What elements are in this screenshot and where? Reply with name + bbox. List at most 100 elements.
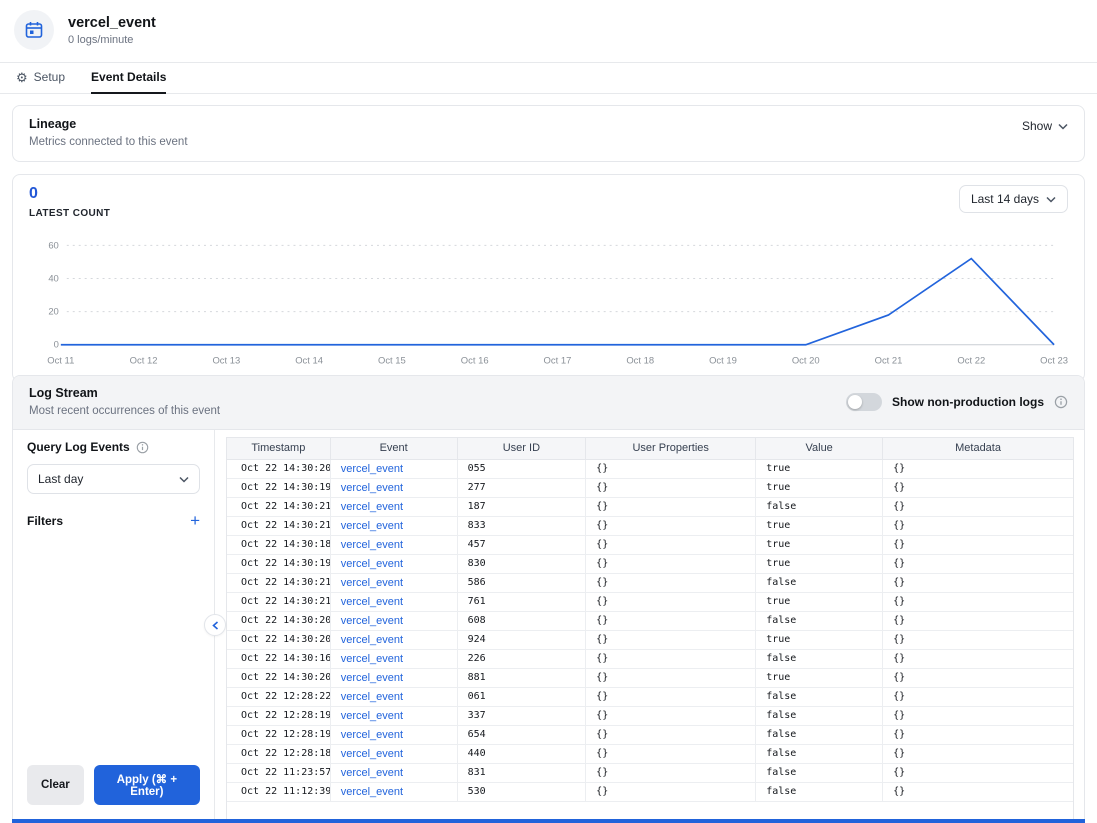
event-link[interactable]: vercel_event (340, 747, 404, 760)
gear-icon: ⚙ (16, 69, 28, 85)
cell-user-id: 457 (456, 535, 587, 555)
y-axis-tick-label: 20 (48, 307, 59, 318)
table-row: Oct 22 14:30:21 vercel_event 187{} false{} (227, 497, 1073, 517)
x-axis-tick-label: Oct 16 (461, 356, 489, 367)
cell-event: vercel_event (329, 706, 458, 726)
table-header-row: Timestamp Event User ID User Properties Valu… (227, 438, 1073, 460)
event-link[interactable]: vercel_event (340, 728, 404, 741)
cell-user-properties: {} (585, 706, 757, 726)
cell-user-properties: {} (585, 554, 757, 574)
tab-setup-label: Setup (33, 70, 66, 84)
cell-timestamp: Oct 22 14:30:20 (227, 459, 331, 479)
cell-user-properties: {} (585, 611, 757, 631)
query-panel-title: Query Log Events (27, 440, 130, 454)
filters-row: Filters + (27, 512, 200, 529)
cell-metadata: {} (882, 630, 1073, 650)
info-icon[interactable] (136, 441, 149, 454)
query-range-select[interactable]: Last day (27, 464, 200, 494)
cell-user-id: 337 (456, 706, 587, 726)
apply-button[interactable]: Apply (⌘ + Enter) (93, 765, 200, 805)
event-link[interactable]: vercel_event (340, 519, 404, 532)
event-count-line-chart: 0 20 40 60 Oct 11 Oct 12 Oct 13 Oct 14 Oct 15 Oct… (47, 240, 1068, 367)
logs-per-minute: 0 logs/minute (68, 33, 134, 46)
tab-setup[interactable]: ⚙ Setup (16, 70, 65, 93)
table-row: Oct 22 14:30:19 vercel_event 830{} true{} (227, 554, 1073, 574)
add-filter-button[interactable]: + (190, 511, 200, 530)
event-link[interactable]: vercel_event (340, 709, 404, 722)
log-table: Timestamp Event User ID User Properties Valu… (227, 438, 1073, 802)
cell-metadata: {} (882, 744, 1073, 764)
event-link[interactable]: vercel_event (340, 652, 404, 665)
cell-timestamp: Oct 22 14:30:21 (227, 573, 331, 593)
event-link[interactable]: vercel_event (340, 576, 404, 589)
event-link[interactable]: vercel_event (340, 690, 404, 703)
event-link[interactable]: vercel_event (340, 538, 404, 551)
cell-user-properties: {} (585, 573, 757, 593)
chevron-down-icon (179, 476, 189, 483)
cell-value: false (755, 725, 884, 745)
cell-value: false (755, 763, 884, 783)
column-header-timestamp: Timestamp (227, 438, 331, 460)
cell-value: false (755, 573, 884, 593)
table-row: Oct 22 14:30:20 vercel_event 608{} false{} (227, 611, 1073, 631)
collapse-panel-button[interactable] (204, 614, 226, 636)
calendar-event-icon (25, 22, 43, 38)
cell-value: true (755, 668, 884, 688)
cell-event: vercel_event (329, 668, 458, 688)
cell-event: vercel_event (329, 478, 458, 498)
cell-metadata: {} (882, 554, 1073, 574)
cell-value: true (755, 630, 884, 650)
filters-label: Filters (27, 513, 64, 528)
date-range-selector[interactable]: Last 14 days (958, 185, 1068, 213)
cell-value: false (755, 744, 884, 764)
cell-metadata: {} (882, 706, 1073, 726)
event-link[interactable]: vercel_event (340, 633, 404, 646)
show-non-production-toggle[interactable] (846, 392, 883, 411)
event-link[interactable]: vercel_event (340, 595, 404, 608)
cell-user-id: 831 (456, 763, 587, 783)
query-log-events-panel: Query Log Events Last day (13, 430, 215, 821)
lineage-card: Lineage Metrics connected to this event … (12, 105, 1085, 162)
cell-user-properties: {} (585, 535, 757, 555)
cell-event: vercel_event (329, 611, 458, 631)
tab-event-details[interactable]: Event Details (91, 70, 167, 94)
cell-event: vercel_event (329, 554, 458, 574)
cell-timestamp: Oct 22 11:12:39 (227, 782, 331, 802)
event-link[interactable]: vercel_event (340, 671, 404, 684)
column-header-event: Event (329, 438, 458, 460)
event-link[interactable]: vercel_event (340, 462, 404, 475)
cell-value: false (755, 611, 884, 631)
clear-button[interactable]: Clear (27, 765, 84, 805)
event-link[interactable]: vercel_event (340, 557, 404, 570)
lineage-show-button[interactable]: Show (1022, 119, 1068, 133)
table-row: Oct 22 11:23:57 vercel_event 831{} false{} (227, 763, 1073, 783)
chevron-left-icon (211, 620, 218, 630)
event-link[interactable]: vercel_event (340, 481, 404, 494)
event-link[interactable]: vercel_event (340, 766, 404, 779)
cell-timestamp: Oct 22 14:30:20 (227, 630, 331, 650)
cell-event: vercel_event (329, 497, 458, 517)
table-row: Oct 22 11:12:39 vercel_event 530{} false{} (227, 782, 1073, 802)
cell-user-properties: {} (585, 687, 757, 707)
cell-user-properties: {} (585, 630, 757, 650)
latest-count-value: 0 (29, 185, 38, 202)
event-link[interactable]: vercel_event (340, 785, 404, 798)
tab-event-details-label: Event Details (91, 70, 167, 84)
cell-value: true (755, 535, 884, 555)
event-link[interactable]: vercel_event (340, 614, 404, 627)
log-stream-header: Log Stream Most recent occurrences of th… (13, 376, 1084, 430)
cell-event: vercel_event (329, 516, 458, 536)
cell-timestamp: Oct 22 14:30:18 (227, 535, 331, 555)
date-range-label: Last 14 days (970, 192, 1039, 206)
x-axis-tick-label: Oct 13 (212, 356, 240, 367)
event-link[interactable]: vercel_event (340, 500, 404, 513)
page-title: vercel_event (68, 14, 156, 31)
x-axis-tick-label: Oct 18 (626, 356, 654, 367)
latest-count-label: LATEST COUNT (29, 208, 111, 219)
info-icon[interactable] (1054, 395, 1068, 409)
cell-value: true (755, 554, 884, 574)
bottom-scroll-indicator[interactable] (12, 819, 1085, 823)
cell-user-id: 654 (456, 725, 587, 745)
x-axis-tick-label: Oct 17 (544, 356, 572, 367)
log-table-body: Oct 22 14:30:20 vercel_event 055{} true{} Oc… (227, 459, 1073, 802)
